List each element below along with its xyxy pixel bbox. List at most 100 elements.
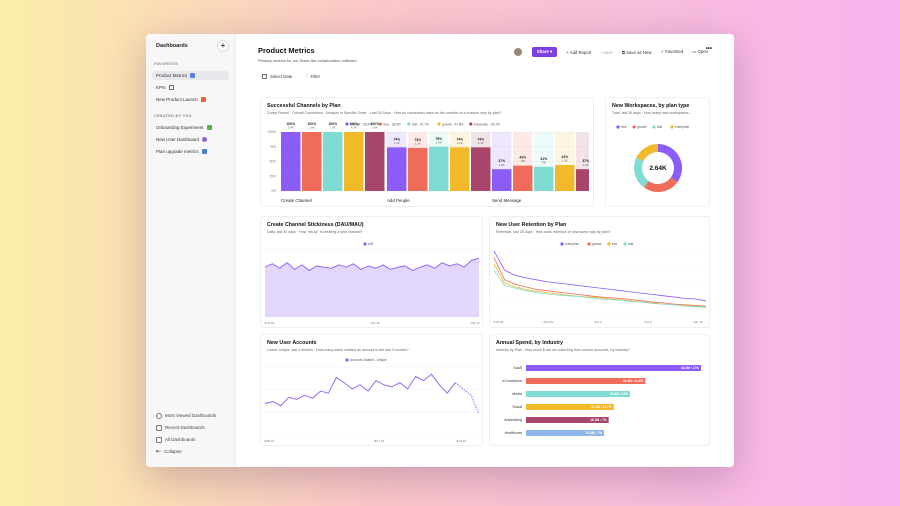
bar-value-label: 1.2K (415, 142, 421, 146)
add-dashboard-button[interactable]: + (217, 40, 229, 52)
sidebar-header: Dashboards + (152, 40, 229, 52)
save-as-new-button[interactable]: ⧉ Save as New (621, 49, 652, 55)
funnel-bar (534, 166, 554, 191)
funnel-bar (471, 147, 491, 191)
area-line (264, 257, 480, 272)
bar-value-label: 4.1K (394, 141, 400, 145)
funnel-dropoff (576, 132, 589, 170)
bar-percent-label: 74% (393, 137, 400, 141)
legend-label: free (612, 242, 618, 246)
spend-bar (526, 417, 609, 423)
funnel-dropoff (387, 132, 407, 148)
filter-button[interactable]: ⫶ Filter (306, 73, 321, 79)
funnel-bar (408, 147, 428, 191)
sidebar-item-onboarding[interactable]: Onboarding Experiment (152, 123, 229, 132)
y-category-label: eCommerce (502, 379, 522, 383)
avatar[interactable] (512, 47, 523, 57)
legend-dot (652, 125, 656, 129)
sidebar-item-product-metrics[interactable]: Product Metrics (152, 71, 229, 80)
funnel-dropoff (534, 132, 554, 167)
card-new-workspaces[interactable]: New Workspaces, by plan type Total, last… (605, 97, 710, 207)
collapse-icon: ⇤ (156, 449, 162, 455)
x-tick-label: JUL 17 (470, 321, 480, 325)
card-subtitle: Retention, last 30 days · How does reten… (496, 230, 611, 234)
x-tick-label: JUN 25 (543, 320, 553, 324)
page-subtitle: Primary metrics for our Slack-like colla… (258, 58, 358, 63)
sidebar-title: Dashboards (156, 43, 188, 49)
legend-dot (607, 242, 611, 246)
bar-percent-label: 100% (328, 122, 337, 126)
legend-dot (632, 125, 636, 129)
card-new-accounts[interactable]: New User Accounts Linear, unique, last 3… (260, 334, 483, 446)
spend-bar (526, 365, 701, 371)
sidebar-item-new-product-launch[interactable]: New Product Launch (152, 95, 229, 104)
bar-value-label: 16.2M • 7% (590, 418, 607, 422)
bar-value-label: 5.4K (288, 126, 294, 130)
card-stickiness[interactable]: Create Channel Stickiness (DAU/MAU) Dail… (260, 216, 483, 328)
funnel-bar (302, 132, 322, 191)
retention-line (493, 269, 707, 308)
open-button[interactable]: ▭ Open (692, 49, 708, 54)
funnel-dropoff (555, 132, 575, 166)
bar-percent-label: 37% (498, 159, 505, 163)
bar-percent-label: 74% (477, 137, 484, 141)
funnel-bar (323, 132, 343, 191)
share-button[interactable]: Share ▾ (531, 47, 558, 57)
donut-chart: free growth trial enterprise 2.64K (616, 125, 689, 192)
favorited-button[interactable]: ✓ Favorited (660, 49, 684, 54)
funnel-bar (281, 132, 301, 191)
bar-percent-label: 74% (456, 137, 463, 141)
bar-value-label: 1.6K (309, 126, 315, 130)
bar-value-label: 17.2M • 11.7% (591, 405, 612, 409)
accounts-line-partial (454, 382, 480, 415)
add-report-button[interactable]: + Add Report (566, 49, 592, 55)
y-tick-label: 75% (270, 145, 277, 149)
most-viewed-link[interactable]: Most Viewed Dashboards (152, 411, 229, 420)
all-dashboards-link[interactable]: All Dashboards (152, 435, 229, 444)
accounts-chart: Account Created - Unique APR 15 MAY 15 JUN … (264, 358, 480, 443)
legend-label: trial - 47.7% (412, 122, 429, 126)
bar-value-label: 1.9K (562, 159, 568, 163)
sidebar-item-new-user[interactable]: New User Dashboard (152, 135, 229, 144)
select-date-button[interactable]: Select Date (262, 73, 292, 79)
funnel-dropoff (492, 132, 512, 170)
toolbar: Share ▾ + Add Report ▫ Save ⧉ Save as Ne… (512, 47, 708, 57)
area-fill (265, 258, 479, 317)
x-tick-label: JUN 18 (264, 321, 274, 325)
funnel-bar (450, 147, 470, 191)
x-tick-label: JUL 2 (594, 320, 602, 324)
collapse-button[interactable]: ⇤ Collapse (156, 449, 182, 455)
bar-value-label: 34.3M • 17% (681, 366, 699, 370)
sidebar-item-kpis[interactable]: KPIs (152, 83, 229, 92)
y-category-label: Advertising (504, 418, 522, 422)
card-subtitle: Daily, last 30 days · How "sticky" is cr… (267, 230, 363, 234)
legend-label: growth - 47.8% (442, 122, 464, 126)
x-tick-label: JUN 18 (493, 320, 503, 324)
legend-dot (623, 242, 627, 246)
card-title: New User Retention by Plan (496, 222, 567, 228)
bar-percent-label: 41% (540, 157, 547, 161)
y-category-label: Healthcare (505, 431, 522, 435)
sidebar-bottom: Most Viewed Dashboards Recent Dashboards… (152, 411, 229, 459)
save-button[interactable]: ▫ Save (600, 49, 613, 55)
card-title: Successful Channels by Plan (267, 103, 341, 109)
card-successful-channels[interactable]: Successful Channels by Plan 3-step Funne… (260, 97, 594, 207)
favorites-heading: FAVORITES (154, 62, 178, 66)
sidebar-item-plan-upgrade[interactable]: Plan upgrade metrics (152, 147, 229, 156)
funnel-bar (555, 165, 575, 191)
bar-value-label: 2.0K (499, 163, 505, 167)
card-title: Create Channel Stickiness (DAU/MAU) (267, 222, 364, 228)
legend-label: free (621, 125, 627, 129)
card-annual-spend[interactable]: Annual Spend, by Industry Industry by Pl… (489, 334, 710, 446)
recent-link[interactable]: Recent Dashboards (152, 423, 229, 432)
legend-label: enterprise - 35.7% (474, 122, 500, 126)
created-heading: CREATED BY YOU (154, 114, 192, 118)
bar-value-label: 23.4M • 11.6% (623, 379, 644, 383)
spend-chart: SaaS 34.3M • 17% eCommerce 23.4M • 11.6% Med… (502, 365, 701, 436)
legend-dot (469, 122, 473, 126)
card-retention[interactable]: New User Retention by Plan Retention, la… (489, 216, 710, 328)
folder-icon (156, 436, 162, 443)
legend-label: trial (657, 125, 662, 129)
clock-icon (156, 424, 162, 431)
more-options-button[interactable]: ••• (705, 46, 712, 52)
